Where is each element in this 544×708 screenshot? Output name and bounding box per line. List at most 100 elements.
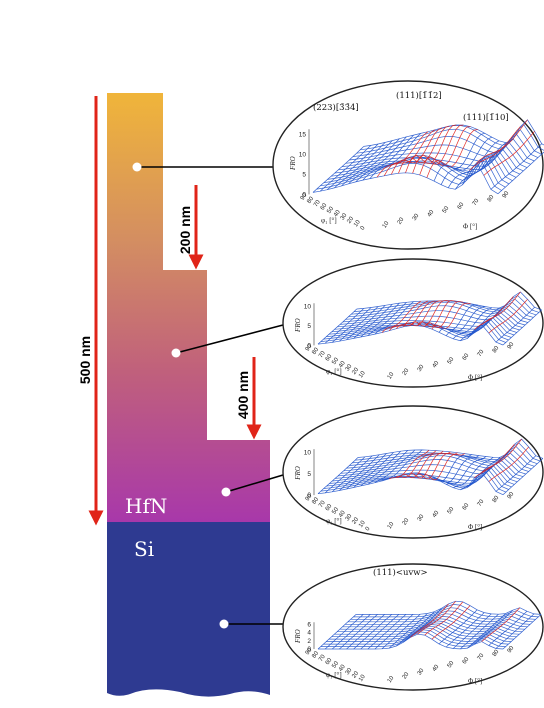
z-axis-label: FRO xyxy=(294,629,302,644)
phi1-tick-label: 60 xyxy=(320,202,329,211)
phi1-tick-label: 40 xyxy=(338,663,347,672)
probe-top xyxy=(132,162,276,172)
phi1-tick-label: 20 xyxy=(346,215,355,224)
phi-tick-label: 20 xyxy=(402,517,411,526)
phi1-tick-label: 20 xyxy=(351,670,360,679)
phi1-tick-label: 30 xyxy=(345,363,354,372)
phi-axis-label: Φ [°] xyxy=(468,523,482,531)
phi1-tick-label: 90 xyxy=(305,493,314,502)
phi-axis: 10 20 30 40 50 60 70 80 90 Φ [°] xyxy=(387,491,516,531)
phi-tick-label: 10 xyxy=(387,371,396,380)
pole-figure-frame xyxy=(282,405,544,539)
z-tick-label: 0 xyxy=(307,342,311,349)
z-tick-label: 10 xyxy=(304,304,312,311)
phi-tick-label: 50 xyxy=(447,506,456,515)
phi-tick-label: 40 xyxy=(432,360,441,369)
phi1-tick-label: 50 xyxy=(331,356,340,365)
z-tick-label: 0 xyxy=(302,191,306,198)
phi1-tick-label: 80 xyxy=(306,195,315,204)
z-axis: 024 6 FRO xyxy=(294,621,315,653)
phi1-tick-label: 30 xyxy=(340,212,349,221)
thickness-label-500: 500 nm xyxy=(77,336,93,384)
probe-dot-top xyxy=(132,162,142,172)
phi1-tick-label: 10 xyxy=(358,519,367,528)
phi-tick-label: 20 xyxy=(402,367,411,376)
z-tick-label: 0 xyxy=(307,646,311,653)
fro-surface xyxy=(312,119,544,195)
phi-tick-label: 50 xyxy=(442,205,451,214)
phi1-tick-label: 0 xyxy=(360,225,367,232)
orientation-annotation: (111)[1̄1̄2] xyxy=(396,90,442,101)
z-tick-label: 5 xyxy=(307,323,311,330)
phi1-tick-label: 80 xyxy=(311,650,320,659)
z-axis-label: FRO xyxy=(294,318,302,333)
phi1-tick-label: 20 xyxy=(351,366,360,375)
probe-substrate xyxy=(219,619,283,629)
phi-tick-label: 90 xyxy=(507,491,516,500)
phi1-tick-label: 80 xyxy=(311,496,320,505)
phi1-tick-label: 60 xyxy=(325,503,334,512)
phi-tick-label: 70 xyxy=(477,349,486,358)
phi-axis: 10 20 30 40 50 60 70 80 90 Φ [°] xyxy=(387,341,516,381)
phi1-tick-label: 90 xyxy=(305,647,314,656)
phi-axis: 10 20 30 40 50 60 70 80 90 Φ [°] xyxy=(382,190,511,230)
z-tick-label: 0 xyxy=(307,492,311,499)
orientation-annotation: (223)[3̄3̄4] xyxy=(313,102,359,113)
si-substrate xyxy=(107,522,270,697)
phi-tick-label: 10 xyxy=(387,521,396,530)
phi-tick-label: 40 xyxy=(427,209,436,218)
phi-axis-label: Φ [°] xyxy=(468,677,482,685)
phi-tick-label: 80 xyxy=(492,648,501,657)
z-axis-label: FRO xyxy=(294,466,302,481)
film-label: HfN xyxy=(125,494,167,518)
phi-axis: 10 20 30 40 50 60 70 80 90 Φ [°] xyxy=(387,645,516,685)
phi1-tick-label: 60 xyxy=(325,353,334,362)
phi-tick-label: 10 xyxy=(382,220,391,229)
phi1-tick-label: 40 xyxy=(338,360,347,369)
z-axis-label: FRO xyxy=(289,156,297,171)
phi1-tick-label: 0 xyxy=(365,526,372,533)
probe-upper-middle xyxy=(171,324,284,358)
pole-figure-frame xyxy=(272,80,544,250)
z-tick-label: 15 xyxy=(299,132,307,139)
fro-surface xyxy=(317,600,542,650)
z-tick-label: 10 xyxy=(299,151,307,158)
phi-tick-label: 20 xyxy=(402,671,411,680)
phi1-tick-label: 50 xyxy=(331,660,340,669)
fro-surface xyxy=(317,438,544,496)
phi-tick-label: 40 xyxy=(432,510,441,519)
phi1-tick-label: 10 xyxy=(358,673,367,682)
phi1-tick-label: 90 xyxy=(305,343,314,352)
phi-tick-label: 40 xyxy=(432,663,441,672)
thickness-label-200: 200 nm xyxy=(177,206,193,254)
phi-tick-label: 60 xyxy=(462,656,471,665)
phi1-tick-label: 30 xyxy=(345,667,354,676)
phi-tick-label: 50 xyxy=(447,356,456,365)
phi1-tick-label: 10 xyxy=(358,370,367,379)
z-tick-label: 6 xyxy=(307,621,311,628)
z-axis: 0 5 10 15 FRO xyxy=(289,129,310,198)
orientation-annotation: (111)<uvw> xyxy=(373,567,428,578)
phi1-tick-label: 40 xyxy=(338,509,347,518)
phi-tick-label: 30 xyxy=(412,213,421,222)
phi1-tick-label: 70 xyxy=(318,350,327,359)
phi-tick-label: 30 xyxy=(417,667,426,676)
z-tick-label: 10 xyxy=(304,450,312,457)
phi1-tick-label: 20 xyxy=(351,516,360,525)
fro-surface xyxy=(317,291,542,346)
phi-tick-label: 70 xyxy=(477,498,486,507)
phi1-axis-label: φ₁ [°] xyxy=(326,367,342,375)
phi1-axis-label: φ₁ [°] xyxy=(321,216,337,224)
orientation-annotation: (111)[1̄10] xyxy=(463,112,509,123)
phi1-tick-label: 40 xyxy=(333,209,342,218)
phi1-tick-label: 70 xyxy=(318,653,327,662)
phi-tick-label: 70 xyxy=(472,198,481,207)
probe-dot-lower-middle xyxy=(221,487,231,497)
phi1-tick-label: 90 xyxy=(300,192,309,201)
phi-tick-label: 90 xyxy=(507,645,516,654)
phi-tick-label: 10 xyxy=(387,675,396,684)
